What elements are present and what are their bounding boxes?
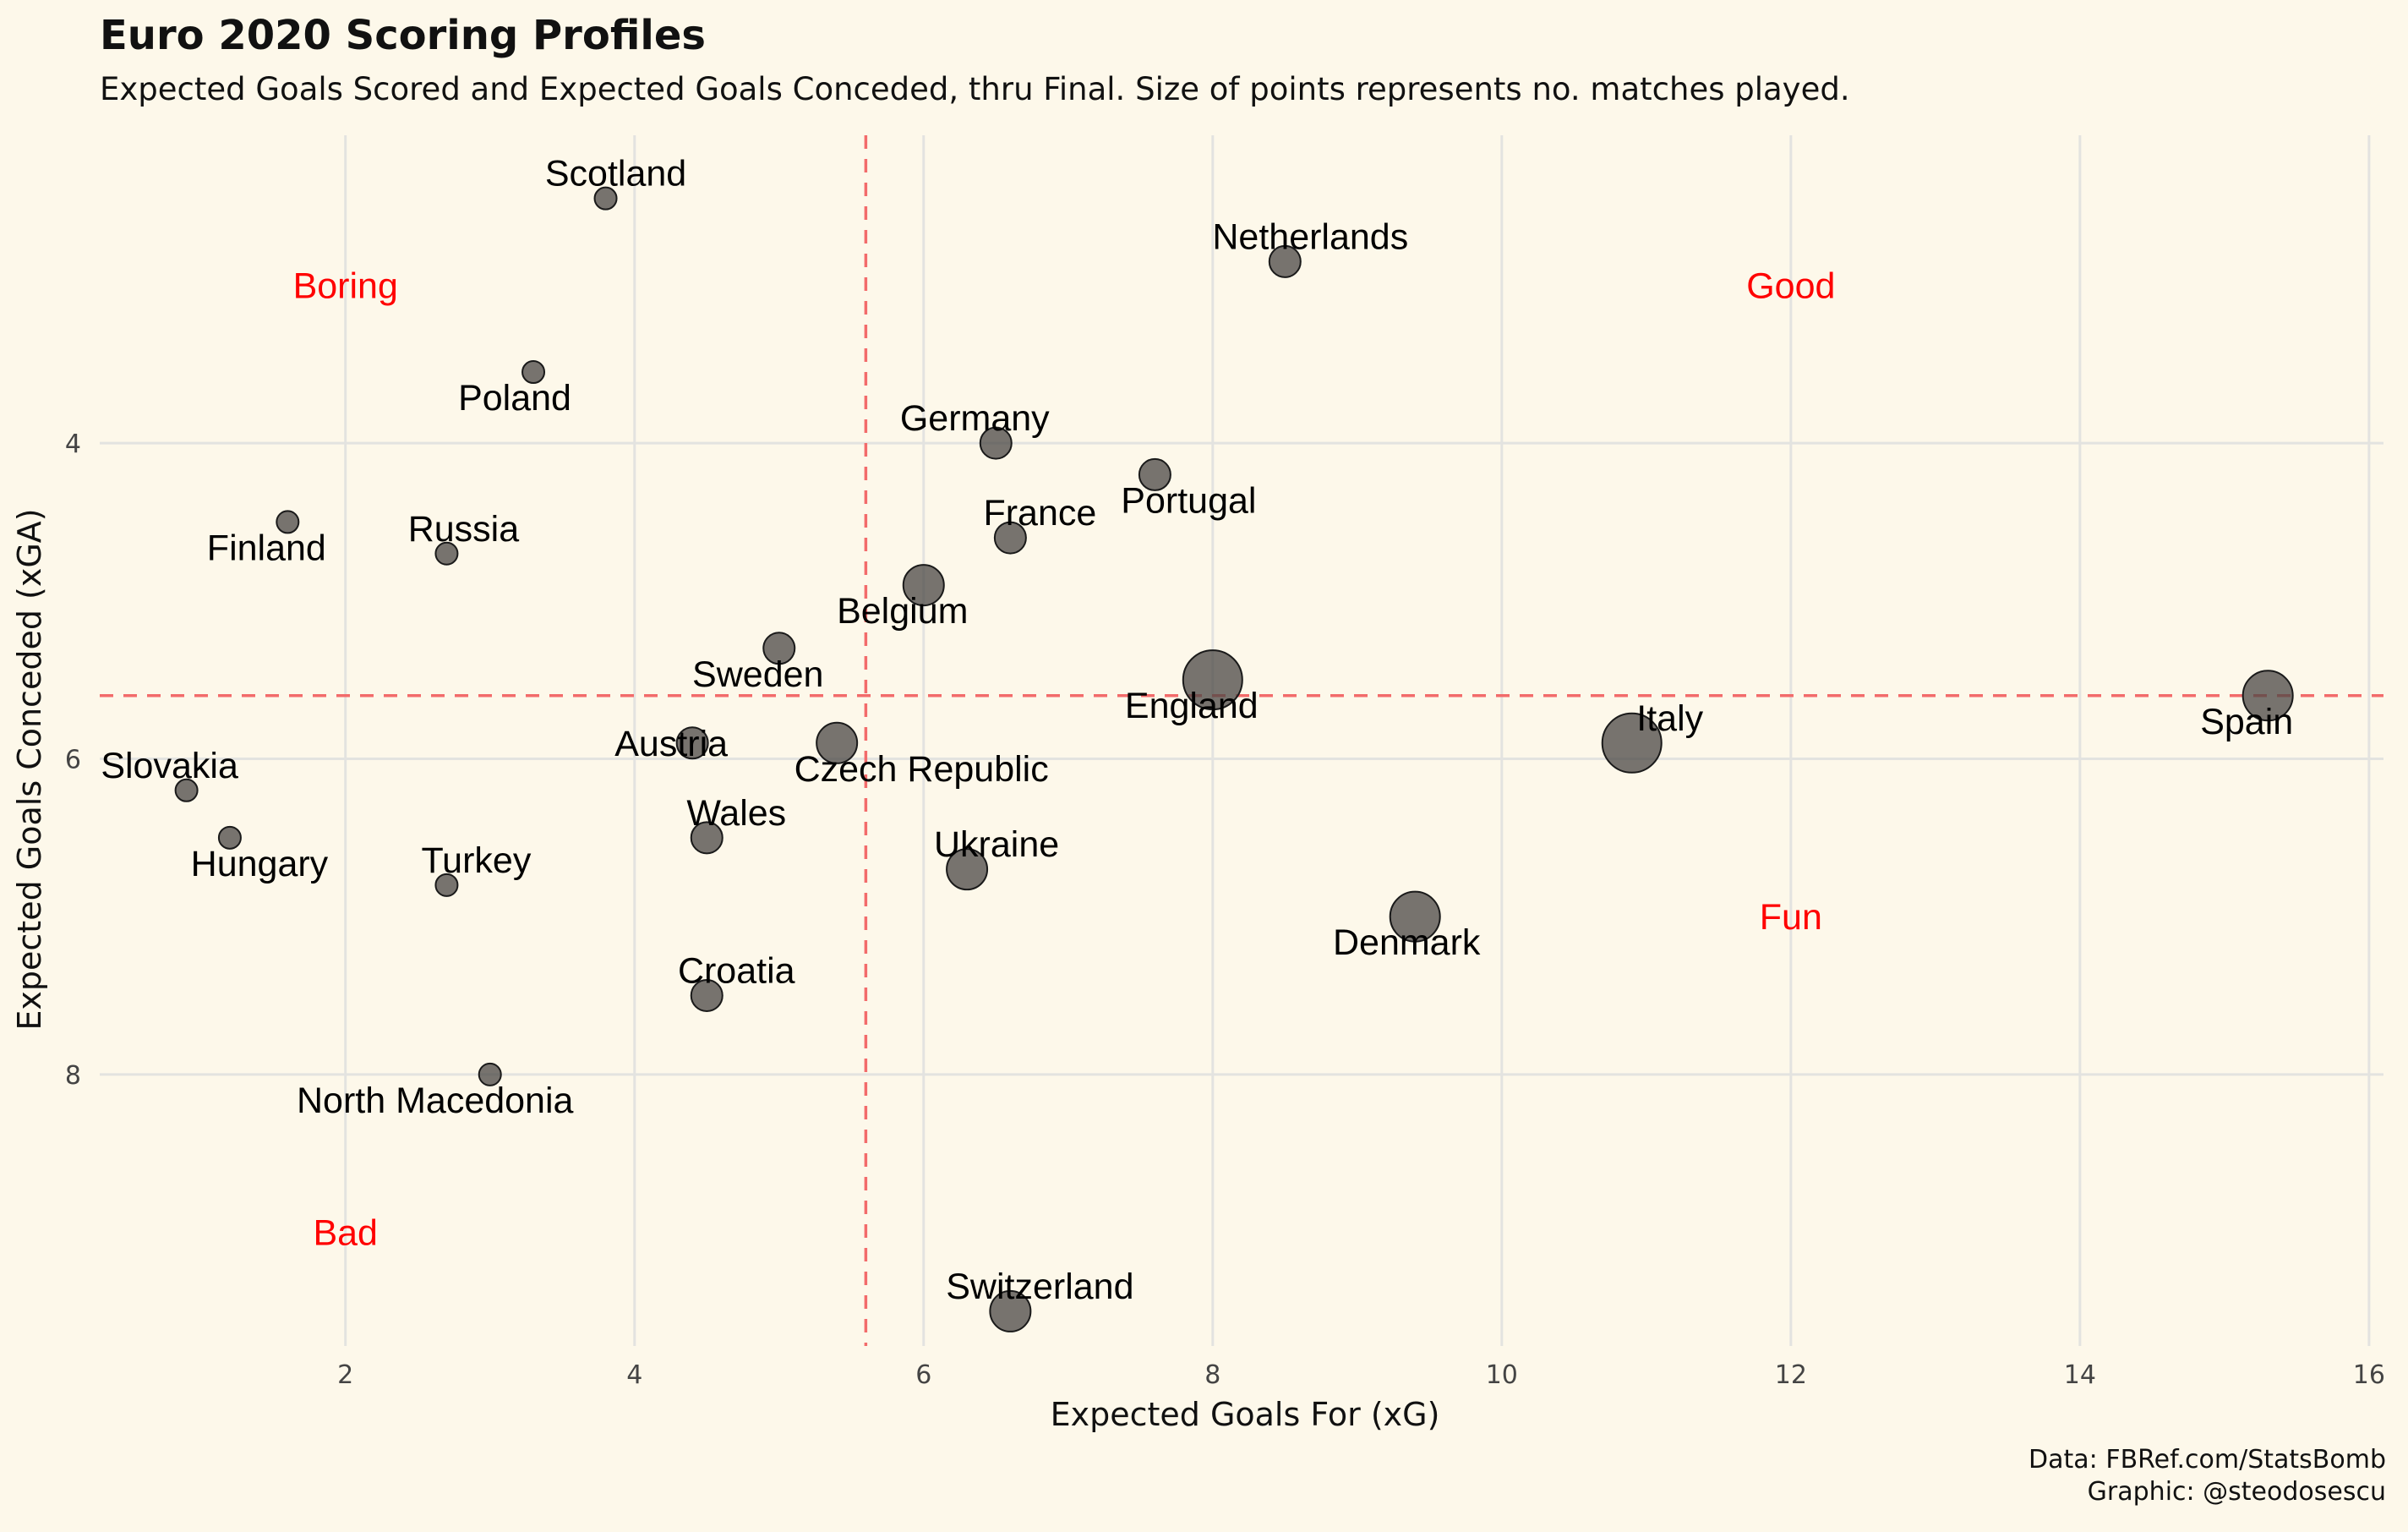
point-label: Russia — [408, 509, 520, 550]
data-point — [816, 721, 859, 764]
data-point — [690, 979, 723, 1013]
data-point — [1182, 649, 1243, 711]
quadrant-label: Boring — [293, 265, 398, 306]
data-points — [174, 186, 2294, 1332]
data-point — [993, 521, 1027, 555]
point-label: Sweden — [692, 654, 823, 695]
point-labels: Scotland Netherlands Poland Germany Portugal… — [101, 154, 2293, 1307]
data-point — [1138, 457, 1171, 491]
data-point — [593, 186, 618, 211]
point-label: Finland — [207, 528, 326, 568]
data-point — [902, 564, 945, 607]
point-label: Portugal — [1121, 480, 1256, 521]
quadrant-label: Fun — [1760, 897, 1822, 938]
data-point — [434, 873, 459, 897]
quadrant-label: Good — [1746, 265, 1835, 306]
x-tick-label: 4 — [626, 1360, 642, 1390]
x-tick-label: 6 — [915, 1360, 931, 1390]
caption-source: Data: FBRef.com/StatsBomb — [2029, 1445, 2386, 1475]
data-point — [1601, 712, 1663, 774]
point-label: Turkey — [422, 840, 532, 881]
chart-title: Euro 2020 Scoring Profiles — [100, 12, 706, 59]
caption: Data: FBRef.com/StatsBomb Graphic: @steo… — [2029, 1444, 2386, 1508]
data-point — [521, 360, 546, 385]
point-label: Hungary — [191, 844, 329, 884]
reference-lines — [100, 135, 2383, 1346]
data-point — [690, 821, 723, 855]
data-point — [1389, 890, 1441, 943]
point-label: Germany — [900, 398, 1050, 439]
x-tick-label: 16 — [2353, 1360, 2385, 1390]
grid-lines — [100, 135, 2383, 1346]
x-tick-label: 8 — [1204, 1360, 1220, 1390]
data-point — [675, 726, 709, 760]
x-tick-label: 12 — [1775, 1360, 1807, 1390]
point-label: Netherlands — [1212, 216, 1408, 257]
point-label: Wales — [686, 793, 786, 834]
data-point — [276, 510, 300, 534]
data-point — [762, 632, 796, 665]
point-label: Scotland — [545, 154, 686, 194]
data-point — [2241, 670, 2294, 722]
point-label: England — [1125, 686, 1259, 726]
point-label: Croatia — [678, 951, 795, 992]
point-label: Belgium — [837, 591, 968, 632]
y-tick-label: 4 — [65, 430, 81, 459]
data-point — [217, 825, 242, 850]
data-point — [979, 426, 1013, 460]
caption-credit: Graphic: @steodosescu — [2087, 1477, 2386, 1507]
y-tick-label: 8 — [65, 1061, 81, 1091]
point-label: North Macedonia — [297, 1081, 574, 1121]
point-label: Ukraine — [934, 824, 1059, 865]
point-label: Denmark — [1333, 922, 1481, 963]
x-axis-title: Expected Goals For (xG) — [1051, 1396, 1440, 1433]
chart-subtitle: Expected Goals Scored and Expected Goals… — [100, 71, 1850, 107]
point-label: France — [983, 493, 1096, 533]
x-tick-label: 2 — [337, 1360, 353, 1390]
point-label: Switzerland — [946, 1267, 1133, 1307]
point-label: Spain — [2200, 702, 2293, 742]
data-point — [174, 778, 199, 802]
point-label: Czech Republic — [794, 749, 1049, 790]
y-tick-label: 6 — [65, 745, 81, 774]
point-label: Italy — [1636, 698, 1703, 739]
point-label: Slovakia — [101, 746, 238, 786]
x-tick-label: 10 — [1486, 1360, 1518, 1390]
data-point — [989, 1289, 1032, 1332]
point-label: Poland — [458, 378, 571, 419]
data-point — [946, 848, 989, 891]
data-point — [478, 1062, 502, 1086]
tick-labels: 2 4 6 8 10 12 14 16 4 6 8 — [65, 430, 2385, 1390]
point-label: Austria — [614, 724, 728, 764]
y-axis-title: Expected Goals Conceded (xGA) — [11, 508, 48, 1030]
data-point — [1268, 244, 1302, 278]
x-tick-label: 14 — [2064, 1360, 2096, 1390]
quadrant-label: Bad — [313, 1213, 378, 1254]
data-point — [434, 541, 459, 566]
quadrant-labels: Boring Good Fun Bad — [293, 265, 1836, 1253]
